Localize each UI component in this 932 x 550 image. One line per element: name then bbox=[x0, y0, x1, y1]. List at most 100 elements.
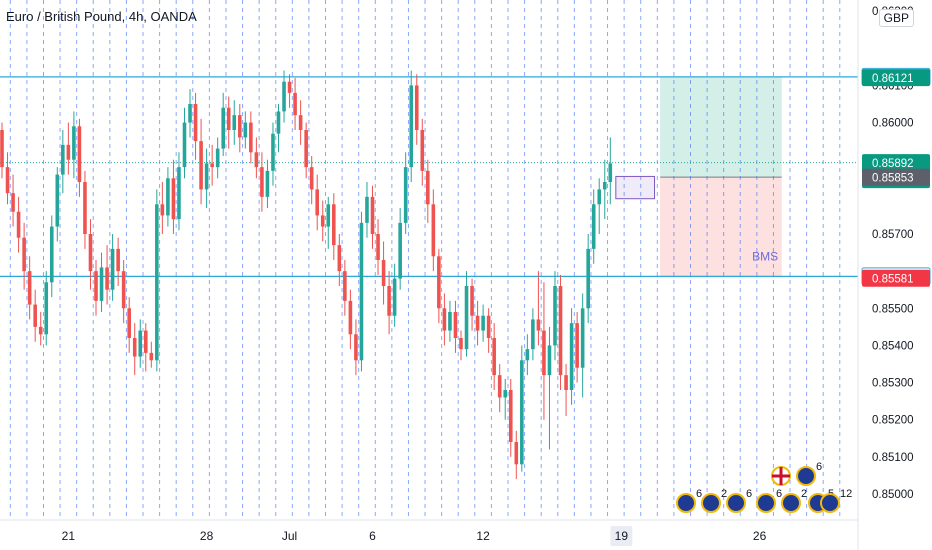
candle-body bbox=[149, 352, 154, 361]
currency-button[interactable]: GBP bbox=[878, 9, 914, 27]
candle-body bbox=[204, 163, 209, 190]
price-label-box bbox=[862, 269, 930, 287]
candle-body bbox=[309, 167, 314, 190]
candle-body bbox=[66, 144, 71, 160]
candle-body bbox=[486, 315, 491, 338]
candle-body bbox=[282, 81, 286, 112]
candle-body bbox=[49, 226, 54, 283]
candle bbox=[304, 122, 308, 179]
candle-body bbox=[33, 304, 37, 327]
price-tick-label: 0.85500 bbox=[872, 303, 914, 315]
candle bbox=[38, 312, 43, 346]
candle-body bbox=[221, 107, 225, 149]
candle bbox=[0, 122, 4, 179]
candle bbox=[72, 111, 76, 179]
candle-body bbox=[420, 130, 425, 171]
price-label-text: 0.85581 bbox=[872, 274, 914, 286]
candle bbox=[143, 323, 148, 372]
candle-body bbox=[387, 286, 391, 316]
candle-body bbox=[520, 360, 524, 465]
candle-body bbox=[426, 170, 430, 205]
candle bbox=[531, 308, 535, 361]
price-tick-label: 0.85100 bbox=[872, 452, 914, 464]
target-zone[interactable] bbox=[660, 76, 782, 178]
economic-events[interactable]: 626626512 bbox=[676, 461, 852, 513]
candle-body bbox=[503, 390, 508, 398]
candle bbox=[497, 364, 502, 413]
candle-body bbox=[326, 204, 331, 227]
price-label-text: 0.85853 bbox=[872, 173, 914, 185]
price-label-text: 0.86121 bbox=[872, 73, 914, 85]
candle-body bbox=[553, 286, 557, 346]
candle-body bbox=[298, 115, 303, 130]
price-tick-label: 0.85700 bbox=[872, 229, 914, 241]
candle-body bbox=[403, 167, 408, 223]
candle-body bbox=[237, 115, 242, 138]
stop-zone[interactable] bbox=[660, 177, 782, 277]
candle bbox=[326, 196, 331, 249]
candle-body bbox=[453, 312, 458, 338]
candle bbox=[564, 364, 568, 416]
candle-body bbox=[254, 152, 259, 168]
candle bbox=[464, 271, 469, 357]
candle bbox=[149, 341, 154, 368]
candle-body bbox=[442, 308, 447, 331]
time-axis[interactable]: 21 28 Jul 6 12 26 19 bbox=[0, 519, 858, 546]
candle bbox=[215, 137, 220, 179]
candle bbox=[569, 308, 574, 405]
candle-body bbox=[193, 104, 198, 142]
candle bbox=[597, 178, 602, 234]
price-label[interactable]: 0.85853 bbox=[862, 168, 930, 186]
candle-body bbox=[94, 271, 98, 301]
event-marker[interactable]: 2 bbox=[781, 488, 807, 513]
price-label[interactable]: 0.86121 bbox=[862, 69, 930, 87]
rectangle-annotation[interactable] bbox=[615, 175, 656, 200]
candle bbox=[127, 297, 131, 353]
candle-body bbox=[105, 267, 109, 290]
candle-body bbox=[602, 182, 607, 190]
candle-body bbox=[481, 315, 485, 331]
candle bbox=[237, 104, 242, 153]
event-marker[interactable]: 2 bbox=[701, 488, 727, 513]
period-separators bbox=[9, 0, 841, 520]
candle-body bbox=[492, 338, 496, 376]
time-tick-label: 19 bbox=[615, 529, 629, 543]
candle-body bbox=[138, 330, 143, 357]
event-marker[interactable]: 6 bbox=[726, 488, 752, 513]
candle bbox=[210, 144, 214, 186]
horizontal-levels[interactable] bbox=[0, 76, 858, 277]
event-marker[interactable]: 6 bbox=[796, 461, 822, 486]
overlays[interactable]: BMS bbox=[615, 175, 778, 263]
event-marker[interactable]: 6 bbox=[756, 488, 782, 513]
candle bbox=[320, 200, 325, 242]
event-marker[interactable]: 12 bbox=[820, 488, 852, 513]
candle-body bbox=[332, 204, 336, 246]
event-marker[interactable] bbox=[771, 466, 791, 486]
candle bbox=[249, 111, 253, 164]
candle-body bbox=[77, 126, 82, 182]
candle bbox=[520, 345, 524, 472]
candle-body bbox=[188, 104, 192, 123]
candle bbox=[459, 330, 463, 361]
candle bbox=[536, 271, 541, 346]
candle bbox=[431, 189, 436, 272]
candle bbox=[453, 300, 458, 353]
event-count: 6 bbox=[746, 488, 752, 500]
event-marker[interactable]: 6 bbox=[676, 488, 702, 513]
candle bbox=[260, 152, 264, 212]
price-tick-label: 0.85000 bbox=[872, 489, 914, 501]
price-label[interactable]: 0.85581 bbox=[862, 269, 930, 287]
candle bbox=[188, 89, 192, 138]
price-axis[interactable]: 0.863000.861000.860000.857000.855000.854… bbox=[857, 0, 932, 550]
candle-body bbox=[392, 278, 397, 316]
candle bbox=[359, 211, 364, 372]
candle-body bbox=[398, 222, 402, 279]
candle-body bbox=[514, 442, 519, 465]
candle bbox=[11, 174, 15, 227]
candle bbox=[437, 248, 441, 324]
candle-body bbox=[564, 375, 568, 390]
bms-label[interactable]: BMS bbox=[752, 249, 778, 263]
candle bbox=[475, 300, 480, 346]
candle bbox=[282, 70, 286, 123]
